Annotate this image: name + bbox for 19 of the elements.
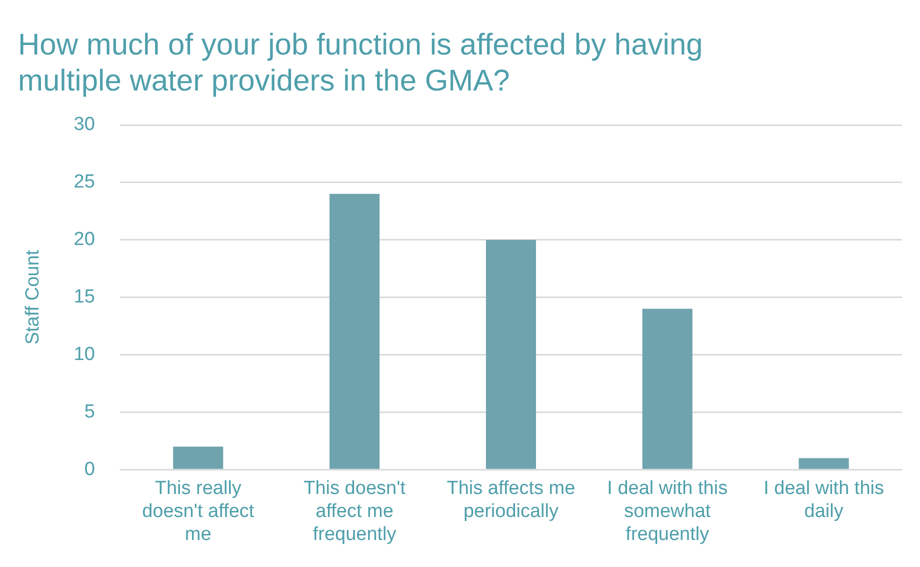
bar (798, 458, 849, 469)
bar (486, 240, 536, 469)
bar (173, 446, 224, 469)
x-tick-label: I deal with this somewhat frequently (607, 478, 728, 545)
y-axis-title: Staff Count (22, 249, 44, 345)
chart-title: How much of your job function is affected by having multiple water providers in the GMA? (18, 28, 703, 98)
y-tick-label: 25 (74, 172, 95, 193)
bar (330, 194, 380, 469)
y-tick-label: 0 (84, 458, 95, 480)
y-tick-label: 10 (74, 344, 95, 365)
y-tick-label: 5 (84, 401, 95, 422)
y-tick-label: 15 (74, 286, 95, 308)
x-tick-label: This really doesn't affect me (142, 478, 255, 545)
x-tick-label: I deal with this daily (764, 478, 884, 522)
x-tick-label: This affects me periodically (446, 478, 576, 522)
bar (642, 308, 692, 469)
x-tick-label: This doesn't affect me frequently (304, 478, 406, 545)
y-tick-label: 20 (74, 229, 95, 250)
y-tick-label: 30 (74, 114, 95, 136)
